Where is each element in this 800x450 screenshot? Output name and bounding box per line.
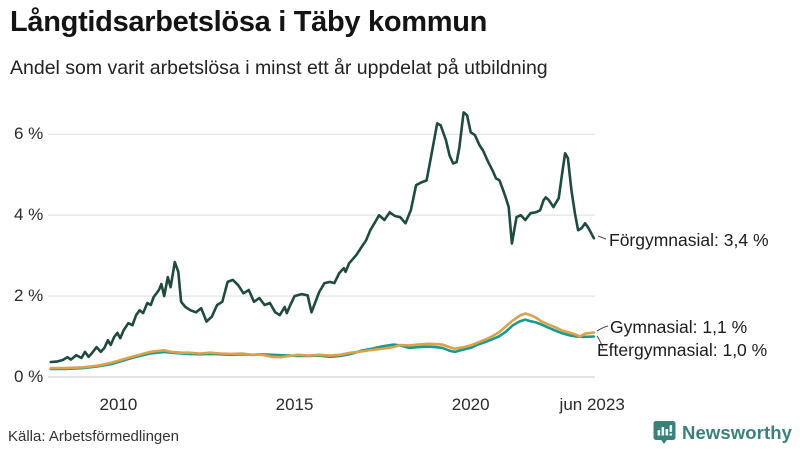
y-tick-label: 4 %: [14, 205, 44, 225]
series-line-förgymnasial: [49, 111, 596, 364]
x-tick-label: jun 2023: [559, 395, 625, 414]
y-tick-label: 6 %: [14, 124, 44, 144]
newsworthy-logo-icon: [653, 421, 676, 444]
annotation-connectors: [596, 235, 609, 349]
series-lines: [49, 111, 596, 371]
x-tick-label: 2015: [275, 395, 314, 414]
x-tick-label: 2010: [99, 395, 138, 414]
series-label-gymnasial: Gymnasial: 1,1 %: [610, 317, 748, 337]
y-tick-label: 0 %: [14, 367, 44, 386]
gridlines: [48, 133, 595, 378]
series-label-forgymnasial: Förgymnasial: 3,4 %: [609, 230, 769, 250]
chart-subtitle: Andel som varit arbetslösa i minst ett å…: [10, 57, 548, 79]
y-tick-label: 2 %: [14, 286, 44, 306]
page-title: Långtidsarbetslösa i Täby kommun: [10, 6, 488, 38]
series-label-eftergymnasial: Eftergymnasial: 1,0 %: [597, 340, 768, 360]
source-note: Källa: Arbetsförmedlingen: [8, 428, 179, 445]
series-line-gymnasial: [49, 312, 596, 370]
series-line-eftergymnasial: [49, 318, 596, 371]
newsworthy-logo-text: Newsworthy: [682, 421, 792, 443]
x-tick-label: 2020: [451, 395, 490, 414]
newsworthy-logo[interactable]: Newsworthy: [653, 420, 792, 445]
